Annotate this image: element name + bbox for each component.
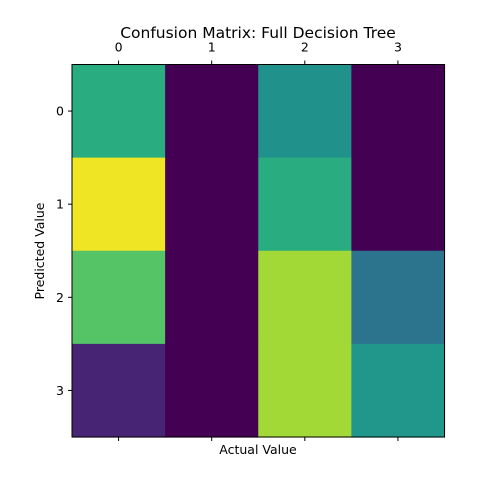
heatmap-cell-r1-c0 xyxy=(72,157,166,252)
x-tick-label-3: 3 xyxy=(394,40,402,55)
heatmap-cells xyxy=(72,64,446,438)
heatmap-cell-r0-c2 xyxy=(258,64,352,159)
x-tick-label-0: 0 xyxy=(115,40,123,55)
heatmap-cell-r3-c3 xyxy=(351,343,446,438)
x-tick-label-1: 1 xyxy=(208,40,216,55)
heatmap-cell-r1-c2 xyxy=(258,157,352,252)
axis-ticks: 0 1 2 3 0 1 2 3 xyxy=(56,40,402,441)
heatmap-cell-r3-c0 xyxy=(72,343,166,438)
heatmap-cell-r2-c3 xyxy=(351,250,446,345)
x-axis-label: Actual Value xyxy=(219,442,297,457)
plot-frame xyxy=(71,64,445,438)
y-tick-label-3: 3 xyxy=(56,383,64,398)
heatmap-cell-r1-c3 xyxy=(351,157,446,252)
heatmap-cell-r2-c1 xyxy=(165,250,259,345)
x-tick-label-2: 2 xyxy=(301,40,309,55)
y-tick-label-1: 1 xyxy=(56,197,64,212)
y-tick-label-2: 2 xyxy=(56,290,64,305)
heatmap-cell-r0-c0 xyxy=(72,64,166,159)
heatmap-cell-r0-c1 xyxy=(165,64,259,159)
heatmap-cell-r2-c0 xyxy=(72,250,166,345)
y-axis-label: Predicted Value xyxy=(32,202,47,299)
heatmap-cell-r3-c2 xyxy=(258,343,352,438)
heatmap-cell-r0-c3 xyxy=(351,64,446,159)
heatmap-cell-r2-c2 xyxy=(258,250,352,345)
heatmap-cell-r3-c1 xyxy=(165,343,259,438)
chart-title: Confusion Matrix: Full Decision Tree xyxy=(120,24,396,42)
y-tick-label-0: 0 xyxy=(56,104,64,119)
heatmap-cell-r1-c1 xyxy=(165,157,259,252)
